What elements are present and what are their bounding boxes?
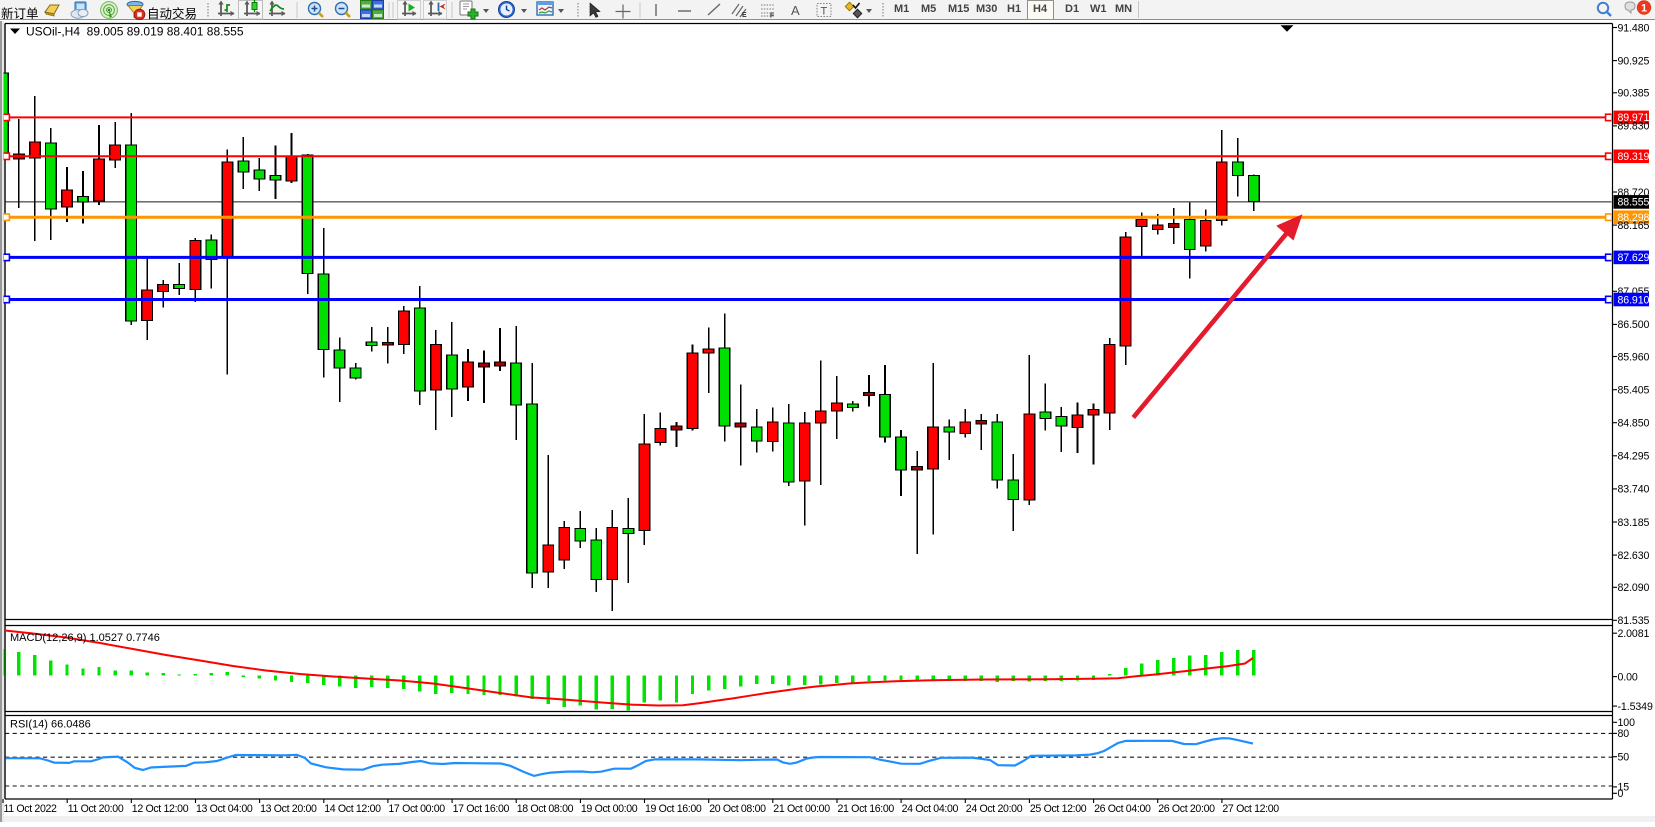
svg-text:14 Oct 12:00: 14 Oct 12:00 xyxy=(324,803,381,815)
svg-text:-1.5349: -1.5349 xyxy=(1618,701,1653,713)
svg-text:50: 50 xyxy=(1618,752,1630,764)
svg-text:19 Oct 00:00: 19 Oct 00:00 xyxy=(581,803,638,815)
svg-text:1: 1 xyxy=(1641,3,1647,15)
svg-text:88.165: 88.165 xyxy=(1618,220,1650,232)
svg-text:19 Oct 16:00: 19 Oct 16:00 xyxy=(645,803,702,815)
svg-text:26 Oct 20:00: 26 Oct 20:00 xyxy=(1158,803,1215,815)
svg-text:18 Oct 08:00: 18 Oct 08:00 xyxy=(517,803,574,815)
svg-text:0.00: 0.00 xyxy=(1618,671,1638,683)
svg-text:T: T xyxy=(821,6,828,18)
svg-text:24 Oct 04:00: 24 Oct 04:00 xyxy=(902,803,959,815)
svg-text:84.850: 84.850 xyxy=(1618,418,1650,430)
svg-text:MACD(12,26,9) 1.0527 0.7746: MACD(12,26,9) 1.0527 0.7746 xyxy=(10,632,160,644)
svg-text:89.971: 89.971 xyxy=(1618,112,1650,124)
svg-text:85.960: 85.960 xyxy=(1618,351,1650,363)
svg-text:F: F xyxy=(770,13,775,20)
svg-text:90.385: 90.385 xyxy=(1618,88,1650,100)
svg-text:E: E xyxy=(742,12,747,19)
svg-text:84.295: 84.295 xyxy=(1618,451,1650,463)
svg-text:17 Oct 00:00: 17 Oct 00:00 xyxy=(388,803,445,815)
svg-text:20 Oct 08:00: 20 Oct 08:00 xyxy=(709,803,766,815)
svg-text:17 Oct 16:00: 17 Oct 16:00 xyxy=(453,803,510,815)
svg-text:100: 100 xyxy=(1618,717,1636,729)
svg-text:89.319: 89.319 xyxy=(1618,151,1650,163)
svg-text:USOil-,H4 89.005 89.019 88.40: USOil-,H4 89.005 89.019 88.401 88.555 xyxy=(26,25,244,39)
svg-text:11 Oct 2022: 11 Oct 2022 xyxy=(4,803,58,815)
svg-text:12 Oct 12:00: 12 Oct 12:00 xyxy=(132,803,189,815)
svg-text:27 Oct 12:00: 27 Oct 12:00 xyxy=(1222,803,1279,815)
svg-text:13 Oct 20:00: 13 Oct 20:00 xyxy=(260,803,317,815)
svg-text:25 Oct 12:00: 25 Oct 12:00 xyxy=(1030,803,1087,815)
svg-text:91.480: 91.480 xyxy=(1618,22,1650,34)
svg-text:86.910: 86.910 xyxy=(1618,294,1650,306)
svg-text:88.298: 88.298 xyxy=(1618,212,1650,224)
svg-text:81.535: 81.535 xyxy=(1618,615,1650,627)
svg-text:83.185: 83.185 xyxy=(1618,517,1650,529)
svg-text:86.500: 86.500 xyxy=(1618,319,1650,331)
svg-text:89.830: 89.830 xyxy=(1618,121,1650,133)
svg-text:83.740: 83.740 xyxy=(1618,484,1650,496)
svg-text:90.925: 90.925 xyxy=(1618,55,1650,67)
svg-text:RSI(14) 66.0486: RSI(14) 66.0486 xyxy=(10,719,91,731)
svg-text:2.0081: 2.0081 xyxy=(1618,628,1650,640)
svg-text:80: 80 xyxy=(1618,728,1630,740)
svg-text:21 Oct 16:00: 21 Oct 16:00 xyxy=(838,803,895,815)
svg-text:88.555: 88.555 xyxy=(1618,197,1650,209)
svg-text:24 Oct 20:00: 24 Oct 20:00 xyxy=(966,803,1023,815)
svg-text:87.629: 87.629 xyxy=(1618,252,1650,264)
svg-text:85.405: 85.405 xyxy=(1618,385,1650,397)
svg-text:13 Oct 04:00: 13 Oct 04:00 xyxy=(196,803,253,815)
svg-text:26 Oct 04:00: 26 Oct 04:00 xyxy=(1094,803,1151,815)
svg-text:82.090: 82.090 xyxy=(1618,582,1650,594)
svg-text:11 Oct 20:00: 11 Oct 20:00 xyxy=(68,803,124,815)
svg-text:A: A xyxy=(791,3,800,18)
svg-text:0: 0 xyxy=(1618,788,1624,800)
svg-text:21 Oct 00:00: 21 Oct 00:00 xyxy=(773,803,830,815)
svg-text:82.630: 82.630 xyxy=(1618,550,1650,562)
svg-text:15: 15 xyxy=(1618,782,1630,794)
